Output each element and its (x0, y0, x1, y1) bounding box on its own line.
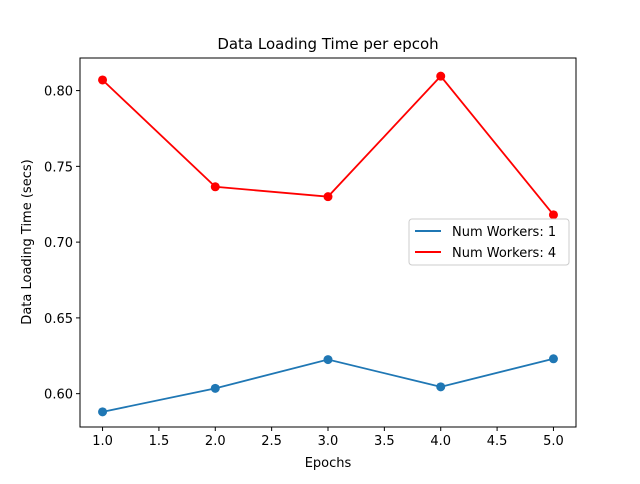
y-tick-label: 0.70 (44, 236, 73, 251)
legend-box (408, 218, 570, 266)
data-point-num-workers-1 (98, 407, 108, 417)
y-tick-label: 0.60 (44, 388, 73, 403)
x-axis-ticks: 1.0 1.5 2.0 2.5 3.0 3.5 4.0 4.5 5.0 (92, 427, 564, 449)
x-axis-label: Epochs (305, 456, 352, 471)
data-point-num-workers-4 (548, 210, 558, 220)
data-point-num-workers-4 (210, 182, 220, 192)
y-tick-label: 0.80 (44, 85, 73, 100)
x-tick-label: 1.0 (92, 434, 113, 449)
data-point-num-workers-1 (436, 382, 446, 392)
data-point-num-workers-1 (548, 354, 558, 364)
x-tick-label: 2.0 (205, 434, 226, 449)
x-tick-label: 4.5 (487, 434, 508, 449)
data-point-num-workers-4 (98, 75, 108, 85)
chart-title: Data Loading Time per epcoh (217, 35, 438, 53)
x-tick-label: 3.0 (318, 434, 339, 449)
series-layer (98, 71, 558, 417)
x-tick-label: 5.0 (543, 434, 564, 449)
legend-label-num-workers-1: Num Workers: 1 (452, 225, 556, 240)
data-point-num-workers-1 (210, 383, 220, 393)
legend-label-num-workers-4: Num Workers: 4 (452, 246, 556, 261)
y-tick-label: 0.65 (44, 312, 73, 327)
x-tick-label: 3.5 (374, 434, 395, 449)
x-tick-label: 2.5 (261, 434, 282, 449)
legend: Num Workers: 1 Num Workers: 4 (408, 218, 570, 266)
x-tick-label: 4.0 (430, 434, 451, 449)
data-point-num-workers-4 (436, 71, 446, 81)
y-axis-ticks: 0.60 0.65 0.70 0.75 0.80 (44, 85, 80, 403)
y-tick-label: 0.75 (44, 160, 73, 175)
data-point-num-workers-1 (323, 355, 333, 365)
data-point-num-workers-4 (323, 192, 333, 202)
plot-frame (79, 57, 577, 428)
y-axis-label: Data Loading Time (secs) (20, 159, 35, 324)
x-tick-label: 1.5 (149, 434, 170, 449)
